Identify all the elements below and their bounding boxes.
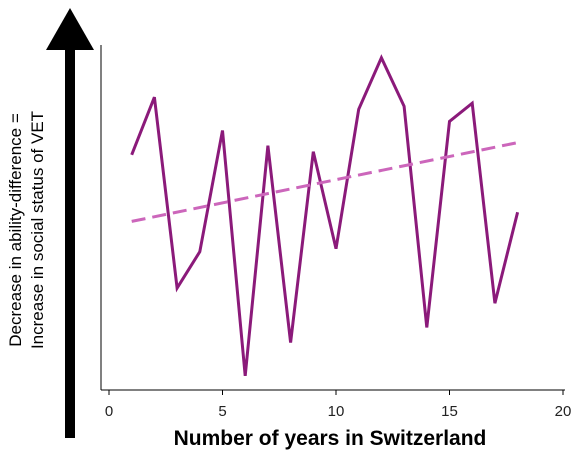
series-line — [130, 54, 520, 377]
up-arrow-icon — [46, 8, 94, 438]
y-axis-label-line-1: Decrease in ability-difference = — [6, 113, 25, 347]
x-tick-label: 10 — [328, 403, 345, 420]
trend-line — [131, 141, 518, 223]
x-tick-label: 0 — [105, 403, 113, 420]
x-tick-label: 5 — [218, 403, 226, 420]
x-ticks: 0 5 10 15 20 — [105, 390, 572, 420]
x-axis-label: Number of years in Switzerland — [174, 427, 487, 450]
plot-area — [130, 54, 520, 377]
x-tick-label: 20 — [555, 403, 572, 420]
y-axis-label-line-2: Increase in social status of VET — [28, 111, 47, 349]
x-tick-label: 15 — [441, 403, 458, 420]
